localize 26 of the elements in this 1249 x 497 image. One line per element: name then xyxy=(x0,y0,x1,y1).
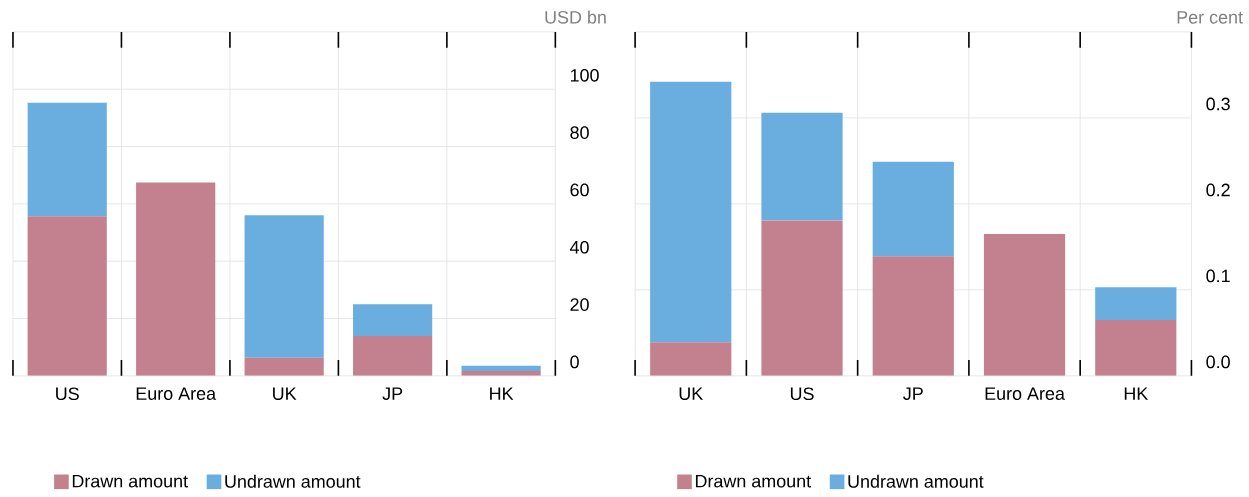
y-tick-label: 80 xyxy=(570,126,589,140)
y-tick-label: 20 xyxy=(570,298,589,312)
y-tick-label: 0.1 xyxy=(1206,269,1230,283)
y-axis-title: USD bn xyxy=(545,10,606,24)
legend-label: Drawn amount xyxy=(72,475,188,488)
legend-label: Drawn amount xyxy=(695,475,812,488)
y-tick-label: 100 xyxy=(570,69,599,82)
x-tick-label: JP xyxy=(903,387,923,401)
y-axis-title: Per cent xyxy=(1177,11,1243,24)
x-tick-label: Euro Area xyxy=(136,387,217,401)
x-tick-label: HK xyxy=(1124,387,1149,401)
x-tick-label: US xyxy=(790,387,814,401)
x-tick-label: JP xyxy=(382,387,403,401)
y-tick-label: 0 xyxy=(570,355,579,369)
legend-label: Undrawn amount xyxy=(225,474,361,489)
legend-label: Undrawn amount xyxy=(848,474,984,489)
y-tick-label: 0.3 xyxy=(1206,97,1230,111)
x-tick-label: US xyxy=(56,387,79,401)
x-tick-label: UK xyxy=(273,387,297,401)
y-tick-label: 40 xyxy=(569,241,589,254)
y-tick-label: 0.0 xyxy=(1206,355,1230,369)
x-tick-label: UK xyxy=(679,387,704,401)
x-tick-label: Euro Area xyxy=(985,387,1065,401)
y-tick-label: 60 xyxy=(570,183,589,197)
x-tick-label: HK xyxy=(490,387,514,401)
y-tick-label: 0.2 xyxy=(1206,183,1230,197)
